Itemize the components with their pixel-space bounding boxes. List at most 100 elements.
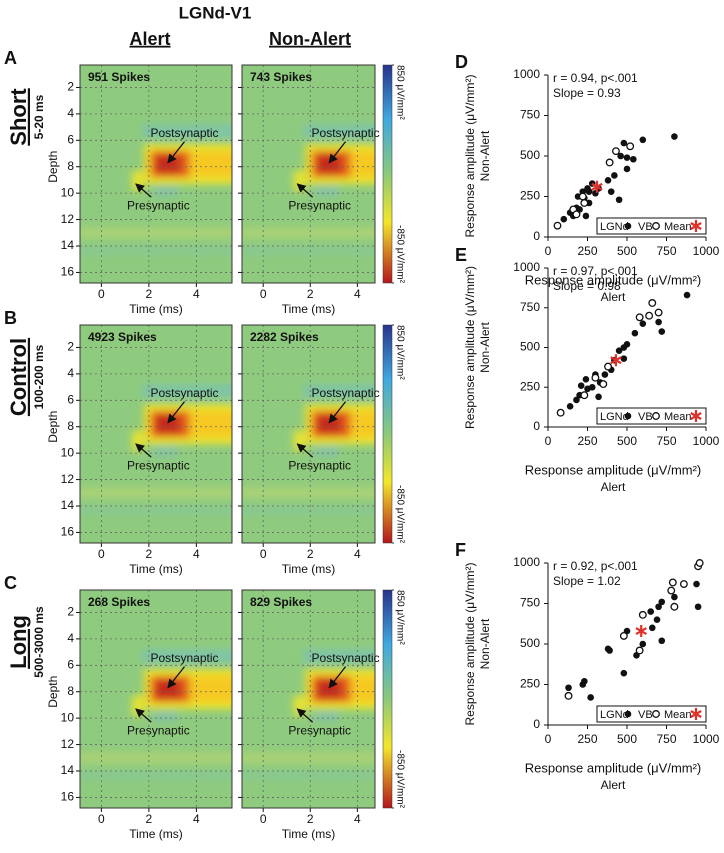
x-tick-label: 4 — [354, 812, 361, 826]
heatmap-region — [242, 487, 375, 499]
x-tick-label: 1000 — [693, 732, 720, 746]
x-tick-label: 0 — [260, 547, 267, 561]
data-point — [566, 403, 574, 410]
heatmap-region — [317, 414, 341, 434]
annotation-arrow — [296, 443, 314, 458]
y-tick-label: 10 — [61, 185, 75, 199]
y-axis-label: Response amplitude (μV/mm²) — [463, 266, 477, 429]
row-range: 5-20 ms — [32, 94, 46, 139]
y-axis-label: Depth — [46, 676, 60, 708]
data-point — [626, 142, 635, 151]
plot-frame — [241, 589, 376, 809]
data-point — [582, 212, 590, 220]
data-point — [693, 580, 700, 588]
x-tick-label: 250 — [577, 732, 597, 746]
data-point — [620, 669, 628, 677]
data-point — [653, 616, 661, 623]
y-tick-label: 4 — [67, 366, 74, 380]
x-axis-label: Time (ms) — [129, 562, 183, 576]
data-point — [577, 382, 585, 389]
data-point — [584, 185, 591, 192]
heatmap-region — [141, 124, 232, 138]
y-axis-label: Response amplitude (μV/mm²) — [463, 75, 477, 238]
heatmap-field — [80, 384, 232, 514]
data-point — [635, 646, 644, 655]
x-axis-label: Alert — [601, 290, 626, 304]
heatmap-region — [303, 384, 375, 398]
x-tick-label: 4 — [354, 547, 361, 561]
heatmap-blobs — [242, 384, 375, 514]
heatmap-field — [242, 124, 375, 254]
y-axis-label: Depth — [46, 151, 60, 183]
legend-label: Mean — [664, 411, 692, 423]
data-point — [635, 625, 647, 638]
y-tick-label: 4 — [67, 106, 74, 120]
heatmap-region — [80, 227, 232, 239]
data-point — [638, 610, 647, 619]
y-tick-label: 8 — [67, 684, 74, 698]
annotation-label: Presynaptic — [288, 459, 351, 473]
colorbar-label: 850 μV/mm² — [394, 65, 405, 120]
plot-frame — [79, 64, 233, 284]
colorbar-label: 850 μV/mm² — [394, 590, 405, 645]
data-point — [658, 637, 666, 645]
legend-symbol — [652, 222, 660, 230]
heatmap-region — [314, 712, 339, 721]
legend-label: Mean — [664, 221, 692, 233]
data-point — [601, 371, 609, 378]
y-axis-label: Non-Alert — [478, 618, 492, 669]
x-tick-label: 250 — [577, 434, 597, 448]
legend-symbol — [624, 412, 632, 420]
x-tick-label: 0 — [98, 812, 105, 826]
annotation-label: Postsynaptic — [150, 386, 218, 400]
stat-annotation: r = 0.92, p<.001 — [553, 559, 638, 573]
y-tick-label: 16 — [61, 525, 75, 539]
colorbar-label: -850 μV/mm² — [394, 225, 405, 284]
x-tick-label: 750 — [656, 244, 676, 258]
annotation-arrow — [135, 443, 152, 458]
heatmap-blobs — [80, 124, 232, 254]
data-point — [631, 329, 639, 337]
legend-symbol — [690, 708, 702, 720]
x-tick-label: 750 — [656, 434, 676, 448]
spike-count: 4923 Spikes — [88, 330, 157, 344]
data-point — [630, 155, 637, 163]
heatmap-region — [314, 187, 339, 196]
data-point — [658, 598, 666, 606]
y-tick-label: 0 — [533, 717, 540, 731]
data-point — [635, 313, 644, 322]
panel-letter: B — [4, 308, 17, 328]
y-tick-label: 8 — [67, 159, 74, 173]
annotation-label: Postsynaptic — [312, 386, 380, 400]
spike-count: 951 Spikes — [88, 70, 150, 84]
heatmap-region — [242, 772, 375, 779]
data-point — [607, 188, 615, 195]
row-name: Short — [6, 88, 31, 146]
heatmap-region — [80, 247, 232, 254]
heatmap-field — [80, 124, 232, 254]
y-tick-label: 0 — [533, 419, 540, 433]
legend-label: VB — [638, 221, 653, 233]
stat-annotation: Slope = 0.98 — [553, 279, 621, 293]
data-point — [694, 603, 702, 611]
legend-label: VB — [638, 709, 653, 721]
data-point — [615, 347, 623, 354]
y-tick-label: 1000 — [513, 555, 540, 569]
x-tick-label: 500 — [617, 732, 637, 746]
data-point — [655, 318, 662, 326]
data-point — [605, 158, 614, 167]
data-point — [623, 341, 631, 348]
y-tick-label: 750 — [520, 596, 540, 610]
figure-title: LGNd-V1 — [179, 3, 252, 22]
legend-symbol — [624, 710, 632, 718]
data-point — [679, 580, 688, 589]
legend-box — [596, 705, 707, 723]
x-tick-label: 2 — [146, 287, 153, 301]
heatmap-region — [293, 695, 305, 716]
heatmap-region — [303, 649, 375, 663]
x-tick-label: 0 — [98, 547, 105, 561]
annotation-label: Presynaptic — [127, 459, 190, 473]
y-tick-label: 10 — [61, 710, 75, 724]
legend-label: LGNd — [600, 411, 629, 423]
annotation-label: Postsynaptic — [150, 126, 218, 140]
